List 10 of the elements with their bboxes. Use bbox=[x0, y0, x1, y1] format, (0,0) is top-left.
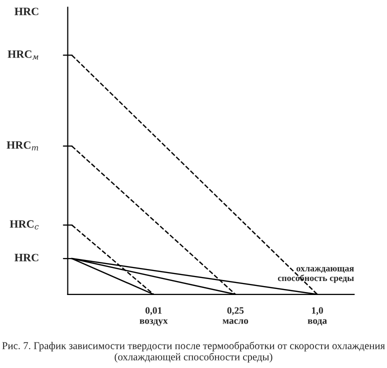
text: HRC$_{т}$ bbox=[6, 141, 38, 150]
text: HRC$_{с}$ bbox=[10, 220, 39, 230]
x-axis-title: охлаждающая способность среды bbox=[278, 267, 354, 283]
text: Рис. 7. График зависимости твердости после термообработки от скорости охлаждения (охлаждающей способности среды) bbox=[2, 342, 385, 362]
text: HRC$_{м}$ bbox=[8, 50, 38, 60]
x-tick-label: 0,25 масло bbox=[222, 307, 248, 324]
x-tick-label: 0,01 воздух bbox=[140, 307, 168, 326]
x-tick-label: 1,0 вода bbox=[308, 307, 327, 326]
y-axis-title: HRC bbox=[14, 8, 38, 16]
text: HRC bbox=[14, 254, 38, 262]
